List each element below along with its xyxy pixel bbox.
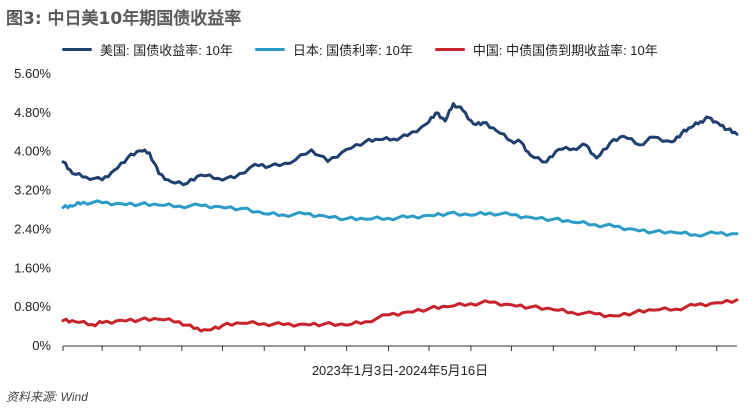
source-note: 资料来源: Wind [6,390,88,404]
legend-swatch-us [62,48,92,51]
legend-item-japan: 日本: 国债利率: 10年 [254,40,413,59]
y-tick-label: 2.40% [14,221,51,236]
japan-10y-yield-line [61,199,739,238]
y-tick-label: 3.20% [14,183,51,198]
legend-item-china: 中国: 中债国债到期收益率: 10年 [434,40,658,59]
y-tick-label: 4.80% [14,105,51,120]
chart-title: 图3: 中日美10年期国债收益率 [6,9,242,29]
us-10y-yield-line [61,102,739,187]
x-axis-label: 2023年1月3日-2024年5月16日 [312,363,488,378]
y-axis: 5.60% 4.80% 4.00% 3.20% 2.40% 1.60% 0.80% 0% [14,66,51,353]
legend-swatch-japan [254,48,285,51]
china-10y-yield-line [61,298,739,333]
legend-swatch-china [434,48,465,51]
series-layer [61,102,739,333]
y-tick-label: 0% [32,338,51,353]
y-tick-label: 0.80% [14,299,51,314]
legend-item-us: 美国: 国债收益率: 10年 [62,40,233,59]
x-axis [62,345,737,351]
y-tick-label: 5.60% [14,66,51,81]
legend-label-japan: 日本: 国债利率: 10年 [292,43,413,58]
legend-label-us: 美国: 国债收益率: 10年 [100,43,233,58]
chart-legend: 美国: 国债收益率: 10年 日本: 国债利率: 10年 中国: 中债国债到期收… [62,40,658,59]
y-tick-label: 4.00% [14,144,51,159]
legend-label-china: 中国: 中债国债到期收益率: 10年 [472,43,658,58]
y-tick-label: 1.60% [14,260,51,275]
